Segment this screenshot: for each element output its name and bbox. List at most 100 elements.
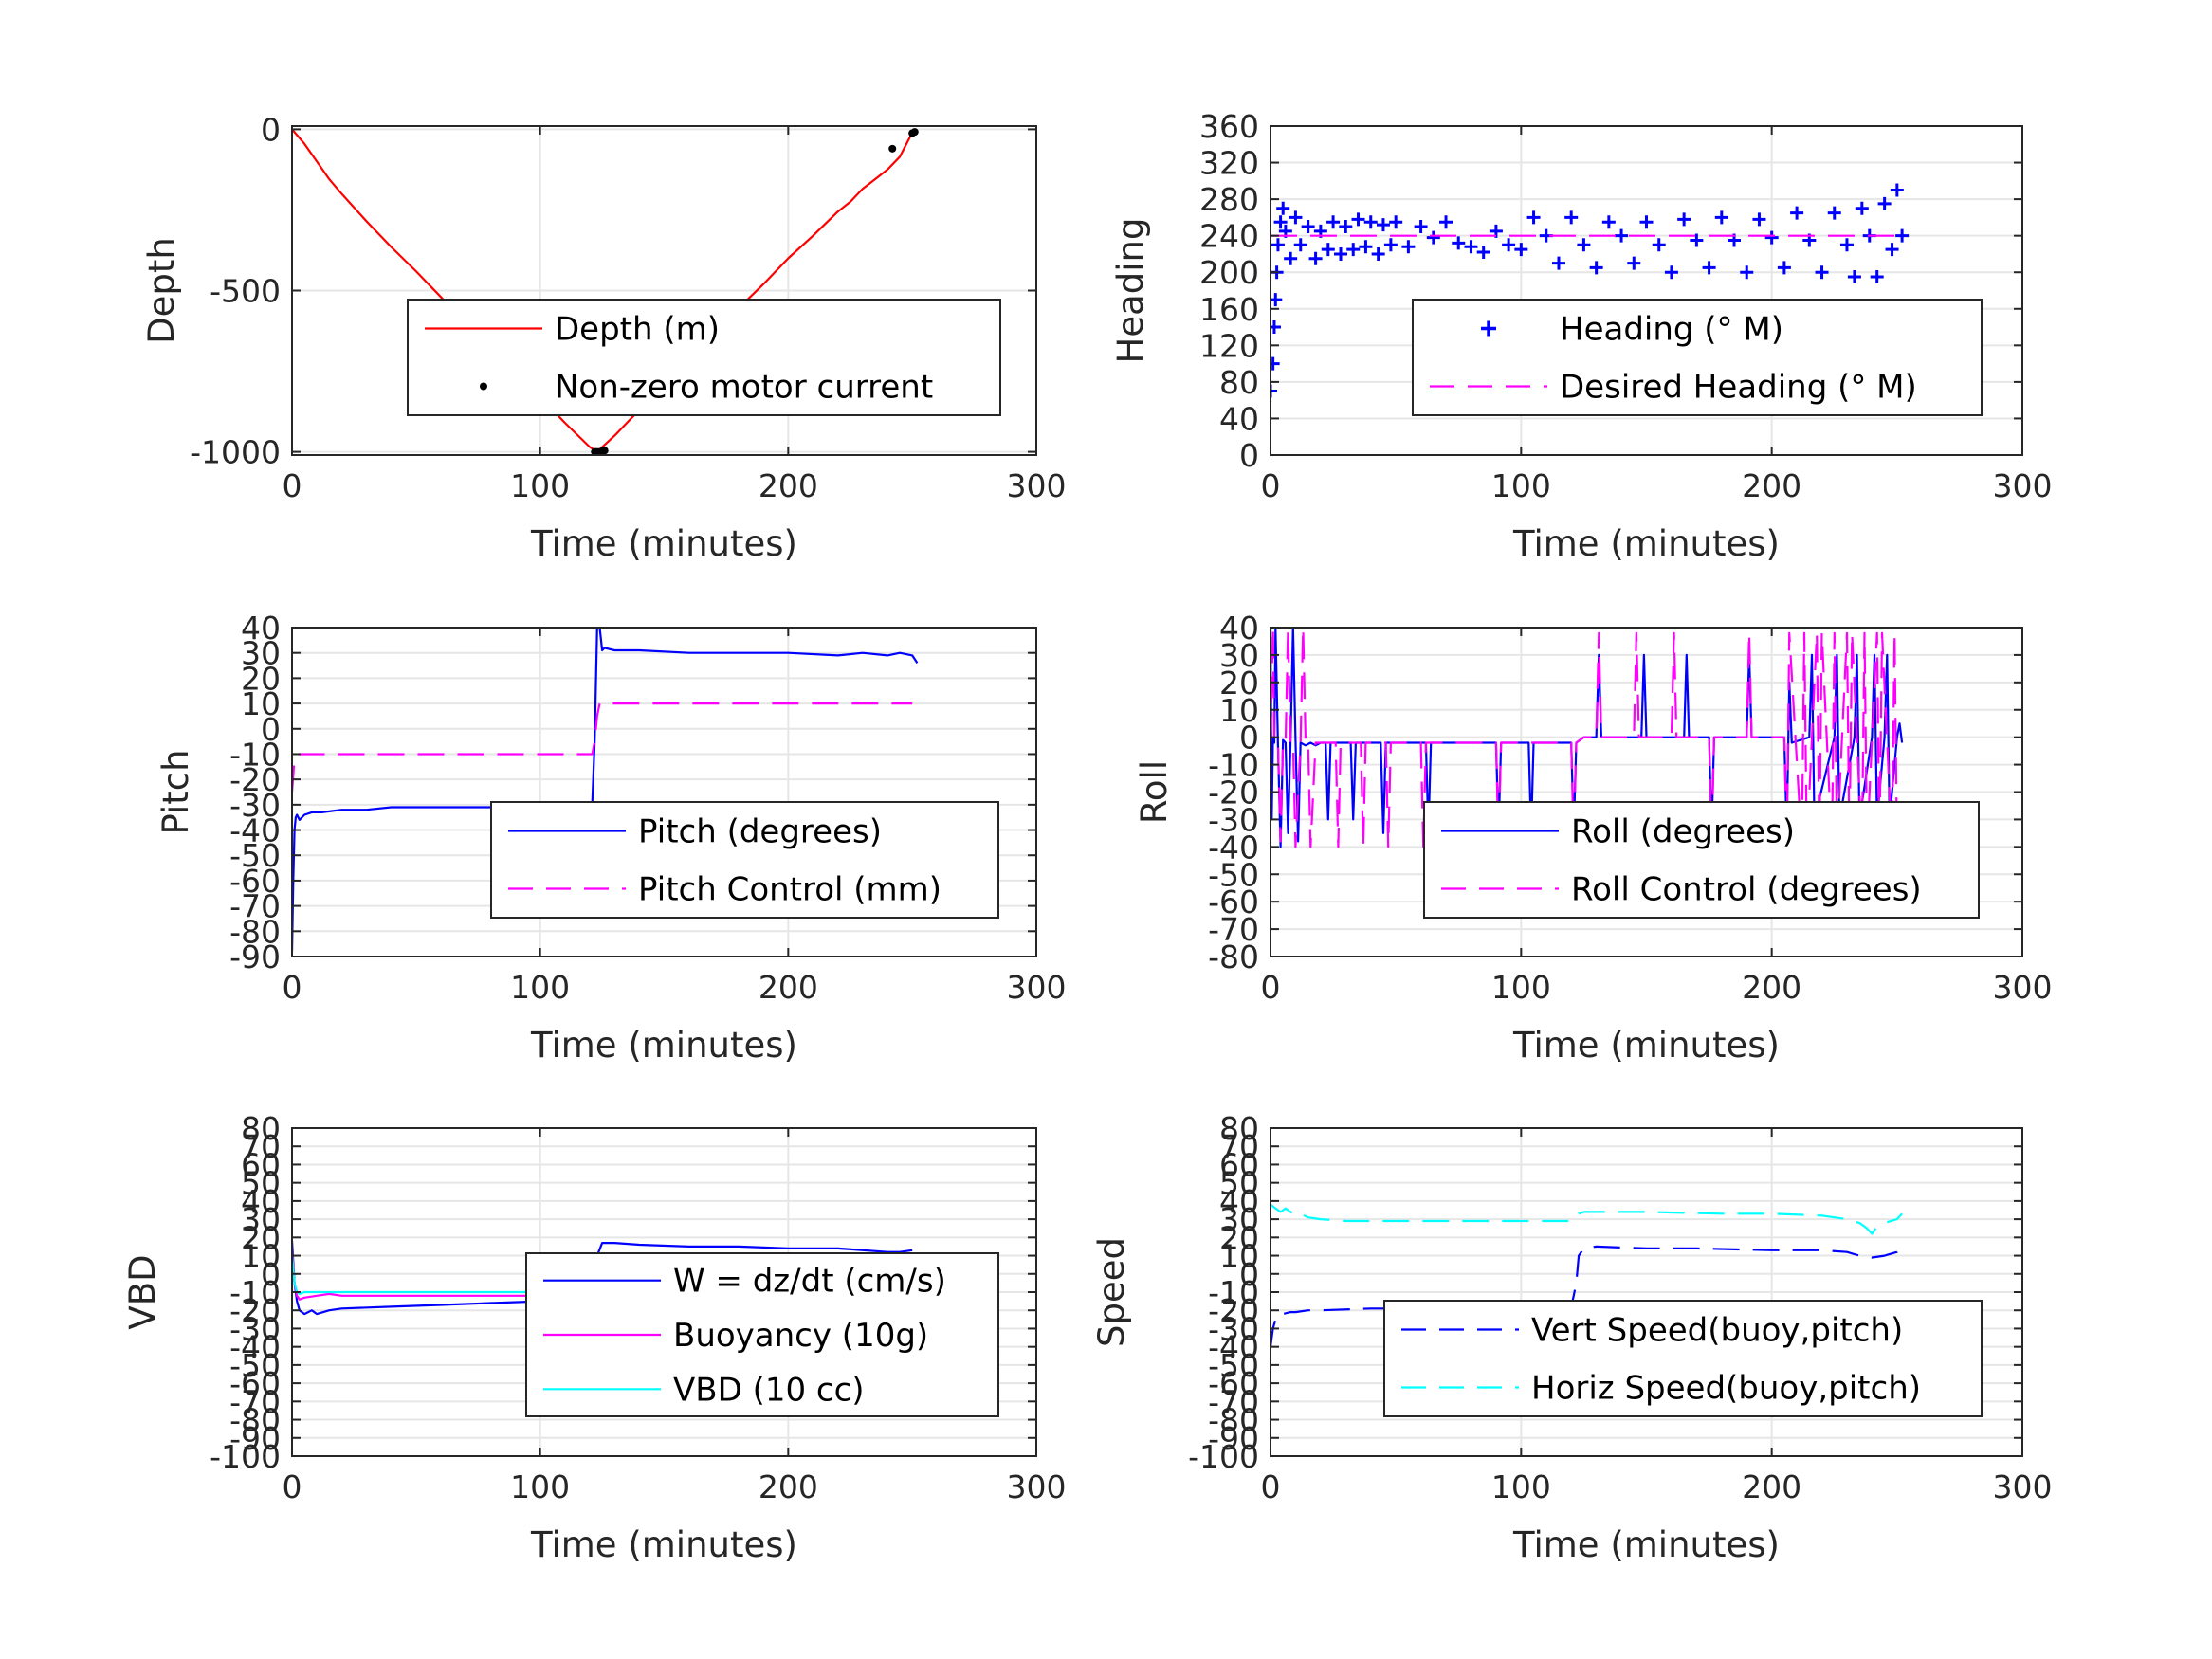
vbd-ytick-label-7: -30	[229, 1310, 281, 1347]
pitch-frame-rect	[291, 627, 1037, 957]
roll-legend: Roll (degrees) Roll Control (degrees)	[1423, 801, 1980, 919]
heading-series-0-point-19	[1346, 243, 1361, 257]
vbd-ytick-label-13: 30	[241, 1201, 281, 1238]
heading-series-0-point-41	[1577, 238, 1591, 252]
vbd-ytick-label-17: 70	[241, 1128, 281, 1165]
speed-ytick-label-18: 80	[1219, 1110, 1259, 1147]
depth-ytick-label-1: -500	[210, 273, 281, 310]
pitch-ylabel: Pitch	[155, 749, 196, 834]
roll-panel: 0 100 200 300-80-70-60-50-40-30-20-10010203…	[1134, 610, 2053, 1066]
heading-series-0-point-32	[1464, 240, 1478, 254]
pitch-ytick-label-10: 10	[241, 685, 281, 722]
roll-xtick-label-0: 0	[1261, 969, 1281, 1006]
heading-ytick-label-7: 280	[1199, 181, 1259, 218]
vbd-ytick-label-12: 20	[241, 1219, 281, 1256]
heading-series-0-point-30	[1439, 215, 1453, 229]
heading-series-0-point-11	[1293, 238, 1307, 252]
vbd-xtick-label-0: 0	[283, 1468, 302, 1505]
roll-legend-entry-0: Roll (degrees)	[1571, 813, 1795, 851]
heading-ytick-label-9: 360	[1199, 108, 1259, 145]
vbd-ytick-label-8: -20	[229, 1292, 281, 1329]
speed-ytick-label-3: -70	[1208, 1383, 1259, 1420]
heading-xlabel: Time (minutes)	[1512, 523, 1780, 564]
speed-ytick-label-11: 10	[1219, 1238, 1259, 1275]
heading-series-0-point-29	[1426, 230, 1440, 245]
heading-series-0-point-56	[1764, 230, 1779, 245]
roll-ytick-label-11: 30	[1219, 637, 1259, 674]
heading-axes-frame	[1270, 125, 2023, 456]
speed-ytick-label-15: 50	[1219, 1165, 1259, 1202]
heading-series-0-point-54	[1740, 265, 1754, 280]
speed-legend-entry-0: Vert Speed(buoy,pitch)	[1531, 1312, 1903, 1350]
roll-ylabel: Roll	[1134, 760, 1175, 824]
vbd-ytick-label-6: -40	[229, 1329, 281, 1366]
heading-xtick-label-3: 300	[1993, 467, 2053, 504]
vbd-ticks: 0 100 200 300-100-90-80-70-60-50-40-30-20-1…	[210, 1110, 1066, 1505]
pitch-legend: Pitch (degrees) Pitch Control (mm)	[490, 801, 999, 919]
depth-legend: Depth (m) Non-zero motor current	[407, 299, 1001, 416]
heading-series-0-point-37	[1526, 210, 1541, 225]
heading-series-0-point-47	[1652, 238, 1666, 252]
pitch-ytick-label-0: -90	[229, 939, 281, 975]
pitch-ytick-label-13: 40	[241, 610, 281, 647]
vbd-legend-entry-0: W = dz/dt (cm/s)	[673, 1263, 946, 1301]
heading-legend-entry-0: Heading (° M)	[1560, 311, 1783, 349]
heading-series-0-point-70	[1895, 228, 1910, 243]
heading-series-0-point-68	[1885, 243, 1899, 257]
speed-xtick-label-3: 300	[1993, 1468, 2053, 1505]
heading-series-0-point-45	[1627, 256, 1641, 270]
roll-ytick-label-1: -70	[1208, 911, 1259, 948]
vbd-legend: W = dz/dt (cm/s) Buoyancy (10g) VBD (10 …	[525, 1252, 999, 1417]
vbd-ytick-label-16: 60	[241, 1146, 281, 1183]
depth-series-1-point-5	[888, 144, 897, 153]
heading-series-0-point-12	[1301, 220, 1315, 234]
speed-legend-box	[1383, 1300, 1983, 1417]
heading-frame-rect	[1270, 125, 2023, 456]
speed-panel: 0 100 200 300-100-90-80-70-60-50-40-30-20-1…	[1091, 1110, 2053, 1565]
vbd-ytick-label-4: -60	[229, 1365, 281, 1402]
pitch-ticks: 0 100 200 300-90-80-70-60-50-40-30-20-10010…	[229, 610, 1066, 1006]
speed-ytick-label-16: 60	[1219, 1146, 1259, 1183]
heading-series-0-point-10	[1289, 210, 1303, 225]
vbd-ytick-label-3: -70	[229, 1383, 281, 1420]
speed-ytick-label-8: -20	[1208, 1292, 1259, 1329]
pitch-axes-frame	[291, 627, 1037, 957]
pitch-ytick-label-9: 0	[261, 711, 281, 748]
depth-xlabel: Time (minutes)	[530, 523, 797, 564]
pitch-ytick-label-5: -40	[229, 812, 281, 849]
speed-ytick-label-9: -10	[1208, 1274, 1259, 1311]
depth-legend-box	[407, 299, 1001, 416]
vbd-ytick-label-15: 50	[241, 1165, 281, 1202]
vbd-ylabel: VBD	[122, 1254, 163, 1329]
speed-xtick-label-2: 200	[1742, 1468, 1801, 1505]
heading-series-0-point-46	[1639, 215, 1654, 229]
pitch-ytick-label-6: -30	[229, 787, 281, 824]
heading-series-0-point-36	[1514, 243, 1528, 257]
speed-ytick-label-10: 0	[1239, 1256, 1259, 1293]
heading-ytick-label-3: 120	[1199, 327, 1259, 364]
heading-series-0-point-48	[1664, 265, 1678, 280]
heading-series-0-point-62	[1839, 238, 1854, 252]
pitch-ytick-label-8: -10	[229, 736, 281, 773]
heading-ytick-label-4: 160	[1199, 291, 1259, 328]
speed-ylabel: Speed	[1091, 1237, 1132, 1347]
heading-series-0-point-15	[1321, 243, 1335, 257]
speed-ytick-label-4: -60	[1208, 1365, 1259, 1402]
heading-series-0-point-33	[1476, 246, 1490, 260]
heading-series-0-point-27	[1401, 240, 1416, 254]
heading-series-0-point-44	[1615, 228, 1629, 243]
heading-series-0-point-7	[1276, 201, 1290, 215]
roll-ytick-label-0: -80	[1208, 939, 1259, 975]
heading-series-0-point-50	[1690, 233, 1704, 247]
heading-series-0-point-67	[1877, 196, 1892, 210]
roll-legend-box	[1423, 801, 1980, 919]
depth-legend-sample-1	[480, 382, 487, 391]
heading-series-0-point-20	[1351, 212, 1365, 227]
vbd-ytick-label-0: -100	[210, 1438, 281, 1475]
pitch-legend-entry-0: Pitch (degrees)	[638, 813, 882, 851]
vbd-panel: 0 100 200 300-100-90-80-70-60-50-40-30-20-1…	[122, 1110, 1067, 1565]
heading-xtick-label-2: 200	[1742, 467, 1801, 504]
speed-ytick-label-7: -30	[1208, 1310, 1259, 1347]
depth-legend-entry-0: Depth (m)	[555, 311, 720, 349]
